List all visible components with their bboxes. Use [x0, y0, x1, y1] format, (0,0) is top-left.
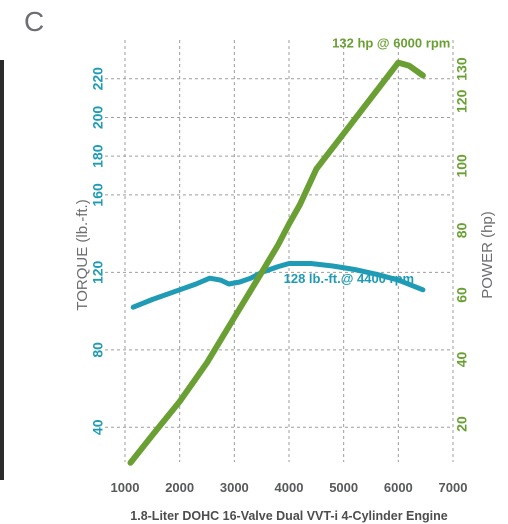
x-tick-label: 5000	[329, 480, 358, 495]
left-edge-border	[0, 60, 4, 480]
power-peak-annotation: 132 hp @ 6000 rpm	[332, 36, 450, 51]
y-left-tick-label: 220	[90, 67, 106, 91]
chart-labels: 1.8-Liter DOHC 16-Valve Dual VVT-i 4-Cyl…	[74, 36, 496, 523]
y-right-tick-label: 130	[454, 57, 470, 81]
y-left-tick-label: 120	[90, 260, 106, 284]
y-right-axis-label: POWER (hp)	[479, 211, 496, 299]
x-tick-label: 1000	[111, 480, 140, 495]
x-tick-label: 2000	[165, 480, 194, 495]
y-left-tick-label: 80	[90, 342, 106, 358]
y-right-tick-label: 20	[454, 416, 470, 432]
power-line	[127, 59, 426, 466]
tick-labels: 1000 2000 3000 4000 5000 6000 7000 40 80 120 160 18…	[90, 57, 470, 495]
x-tick-label: 6000	[384, 480, 413, 495]
y-right-tick-label: 100	[454, 154, 470, 178]
torque-line	[130, 261, 426, 310]
y-left-tick-label: 160	[90, 183, 106, 207]
y-left-axis-label: TORQUE (lb.-ft.)	[74, 199, 91, 310]
y-right-tick-label: 60	[454, 287, 470, 303]
y-left-tick-label: 40	[90, 419, 106, 435]
y-right-tick-label: 120	[454, 89, 470, 113]
series-lines	[127, 59, 426, 466]
x-axis-label: 1.8-Liter DOHC 16-Valve Dual VVT-i 4-Cyl…	[130, 509, 447, 523]
y-right-tick-label: 40	[454, 352, 470, 368]
panel-letter: C	[24, 6, 45, 37]
torque-peak-annotation: 128 lb.-ft.@ 4400 rpm	[284, 271, 414, 286]
y-right-tick-label: 80	[454, 222, 470, 238]
y-left-tick-label: 200	[90, 106, 106, 130]
x-tick-label: 3000	[220, 480, 249, 495]
x-tick-label: 7000	[439, 480, 468, 495]
y-left-tick-label: 180	[90, 144, 106, 168]
x-tick-label: 4000	[275, 480, 304, 495]
grid	[105, 40, 454, 462]
